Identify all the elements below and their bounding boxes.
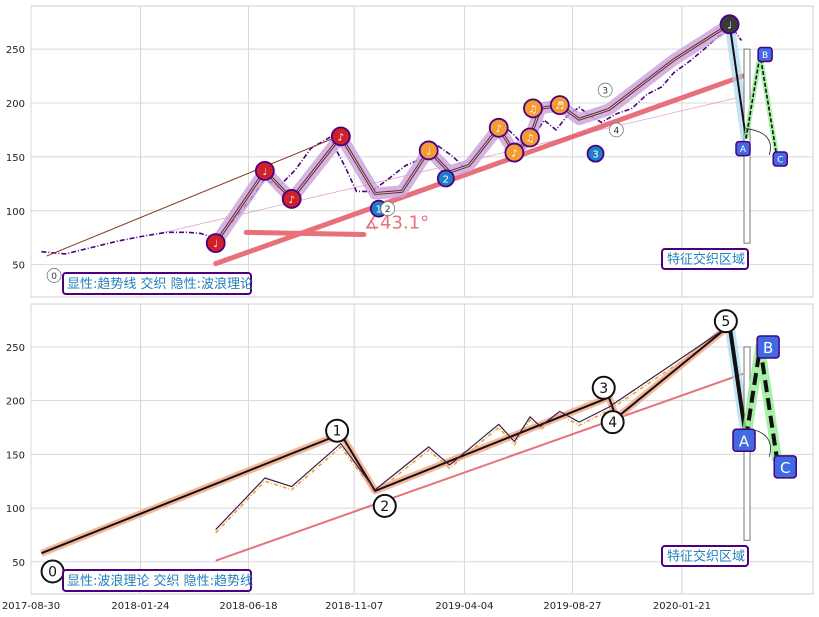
angle-label: ∡43.1° (364, 212, 429, 233)
wave-label-circle (46, 268, 62, 283)
region-box (661, 248, 749, 270)
y-tick-label: 50 (12, 261, 25, 272)
note-marker (254, 160, 275, 181)
wave-label: 0 (51, 272, 57, 282)
x-tick-label: 2020-01-21 (653, 601, 711, 612)
wave-line-inner (215, 23, 730, 244)
y-tick-label: 200 (6, 397, 25, 408)
note-symbol: ♫ (526, 133, 535, 144)
wave-label-circle (372, 493, 397, 518)
note-marker (205, 233, 226, 254)
abc-box-C (773, 455, 798, 479)
x-tick-label: 2019-08-27 (543, 601, 601, 612)
wave-label: 2 (443, 174, 449, 185)
wave-label: 3 (599, 381, 608, 397)
x-tick-label: 2018-06-18 (219, 601, 277, 612)
wave-label-circle (380, 201, 396, 217)
abc-box-A (732, 428, 756, 453)
abc-arc (745, 128, 771, 156)
note-marker (549, 95, 570, 116)
y-tick-label: 100 (6, 207, 25, 218)
wave-label: 0 (48, 564, 57, 580)
note-marker (488, 117, 509, 138)
wave-label: 3 (602, 87, 608, 97)
y-tick-label: 150 (6, 153, 25, 164)
x-tick-label: 2019-04-04 (435, 601, 493, 612)
abc-label-A: A (740, 145, 747, 155)
note-marker (523, 98, 543, 119)
abc-label-C: C (777, 156, 783, 166)
angle-base-line (243, 229, 367, 237)
note-symbol: ♩ (262, 167, 267, 178)
note-symbol: ♪ (511, 149, 517, 160)
wave-label-circle (586, 144, 605, 163)
abc-box-A (735, 140, 751, 157)
note-marker (719, 14, 740, 35)
price-series (215, 328, 731, 534)
annotation-box (62, 569, 252, 592)
note-symbol: ♩ (213, 239, 218, 250)
trend-line-upper (46, 134, 342, 257)
x-tick-label: 2018-01-24 (111, 601, 169, 612)
note-symbol: ♪ (496, 124, 502, 135)
annotation-text: 显性:趋势线 交织 隐性:波浪理论 (67, 276, 253, 292)
note-symbol: ♩ (727, 20, 732, 31)
note-marker (330, 126, 351, 147)
wave-main-line (41, 324, 731, 555)
y-tick-label: 100 (6, 504, 25, 515)
wave-label: 1 (333, 424, 342, 440)
trend-line-main (215, 372, 744, 562)
wave-label: 4 (608, 415, 617, 431)
wave-label-circle (591, 375, 616, 400)
wave-label: 2 (385, 205, 391, 215)
region-box (661, 545, 749, 567)
wave-label: 2 (380, 499, 389, 515)
abc-label-B: B (762, 51, 768, 61)
wave-label: 5 (721, 314, 730, 330)
x-tick-label: 2017-08-30 (2, 601, 60, 612)
annotation-box (62, 272, 252, 295)
note-symbol: ♪ (288, 195, 294, 206)
abc-box-B (756, 335, 780, 359)
wave-label: 4 (614, 126, 620, 136)
abc-label-A: A (739, 432, 750, 450)
region-label: 特征交织区域 (667, 252, 745, 268)
note-symbol: ♫ (528, 104, 537, 115)
note-symbol: ♪ (338, 132, 344, 143)
note-marker (520, 127, 540, 148)
note-marker (504, 142, 525, 163)
abc-leg-a (727, 325, 748, 439)
y-tick-label: 150 (6, 450, 25, 461)
y-tick-label: 250 (6, 45, 25, 56)
annotation-text: 显性:波浪理论 交织 隐性:趋势线 (67, 573, 253, 589)
wave-label-circle (325, 418, 350, 443)
wave-label-circle (600, 410, 625, 435)
note-symbol: ♬ (555, 101, 564, 112)
note-marker (418, 140, 439, 161)
wave-label-circle (713, 309, 738, 334)
x-tick-label: 2018-11-07 (325, 601, 383, 612)
y-tick-label: 250 (6, 343, 25, 354)
region-label: 特征交织区域 (667, 549, 745, 565)
wave-detail-line (215, 325, 730, 531)
wave-label-circle (597, 82, 613, 98)
y-tick-label: 200 (6, 99, 25, 110)
abc-label-C: C (780, 459, 790, 477)
abc-leg-a (728, 24, 748, 139)
abc-box-C (772, 151, 789, 167)
wave-label: 1 (376, 205, 382, 216)
note-marker (281, 189, 302, 209)
note-symbol: ♩ (426, 146, 431, 157)
abc-label-B: B (763, 339, 773, 357)
wave-label-circle (608, 122, 624, 138)
wave-label: 3 (592, 150, 598, 161)
abc-box-B (757, 46, 773, 63)
wave-label-circle (436, 169, 455, 188)
y-tick-label: 50 (12, 558, 25, 569)
